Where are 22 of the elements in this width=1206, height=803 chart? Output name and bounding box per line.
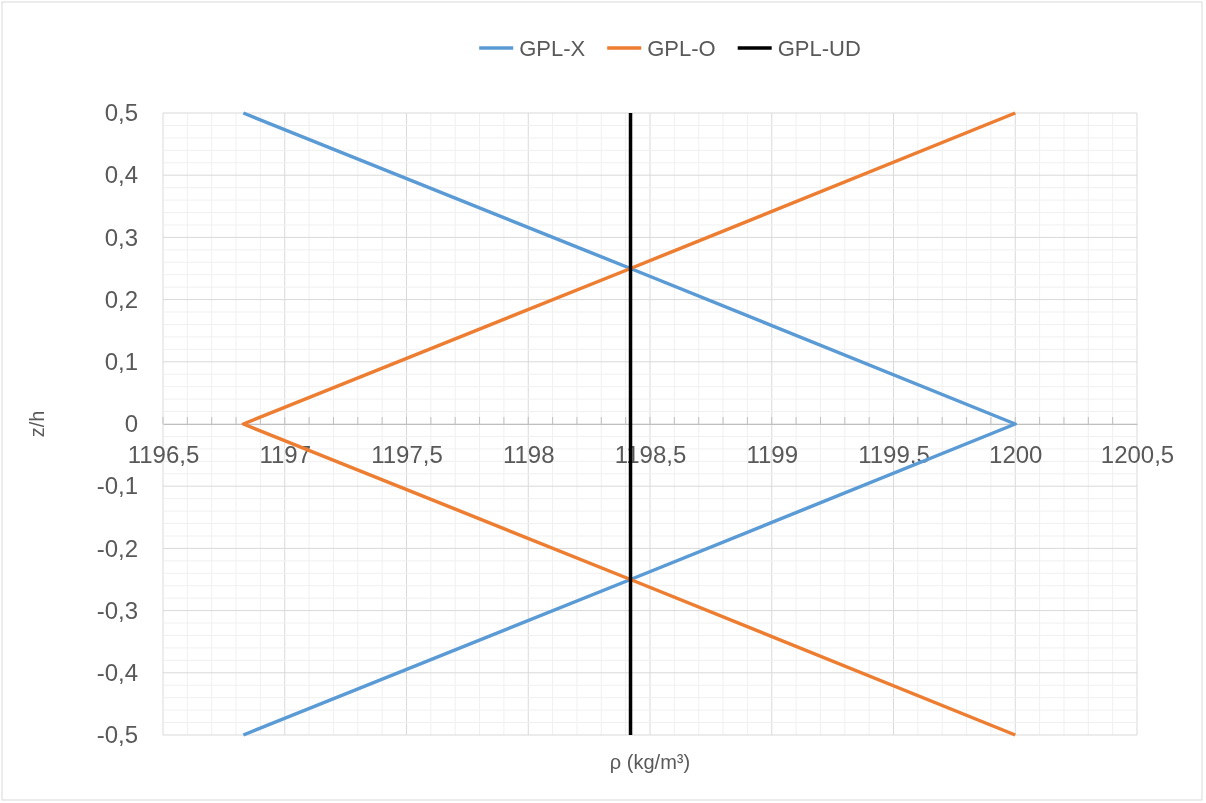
y-tick-label: -0,3 — [96, 596, 138, 624]
legend-label: GPL-UD — [777, 36, 861, 61]
y-tick-label: 0,3 — [104, 223, 138, 251]
x-tick-label: 1198 — [502, 441, 555, 469]
legend-label: GPL-O — [647, 36, 716, 61]
x-tick-label: 1200,5 — [1100, 441, 1175, 469]
x-tick-label: 1197,5 — [371, 441, 443, 469]
y-tick-label: 0 — [124, 410, 138, 438]
y-tick-label: -0,4 — [96, 658, 138, 686]
x-tick-label: 1199 — [746, 441, 799, 469]
y-axis-title: z/h — [26, 410, 48, 438]
y-tick-label: 0,4 — [104, 161, 138, 189]
y-tick-label: 0,5 — [104, 99, 138, 127]
y-tick-label: -0,5 — [96, 721, 138, 749]
x-axis-title: ρ (kg/m³) — [609, 751, 691, 773]
y-tick-label: 0,2 — [104, 285, 138, 313]
y-tick-label: -0,1 — [96, 472, 138, 500]
x-tick-label: 1196,5 — [127, 441, 200, 469]
x-tick-label: 1200 — [989, 441, 1043, 469]
legend-label: GPL-X — [519, 36, 586, 61]
y-tick-label: 0,1 — [104, 347, 138, 375]
y-tick-label: -0,2 — [96, 534, 138, 562]
